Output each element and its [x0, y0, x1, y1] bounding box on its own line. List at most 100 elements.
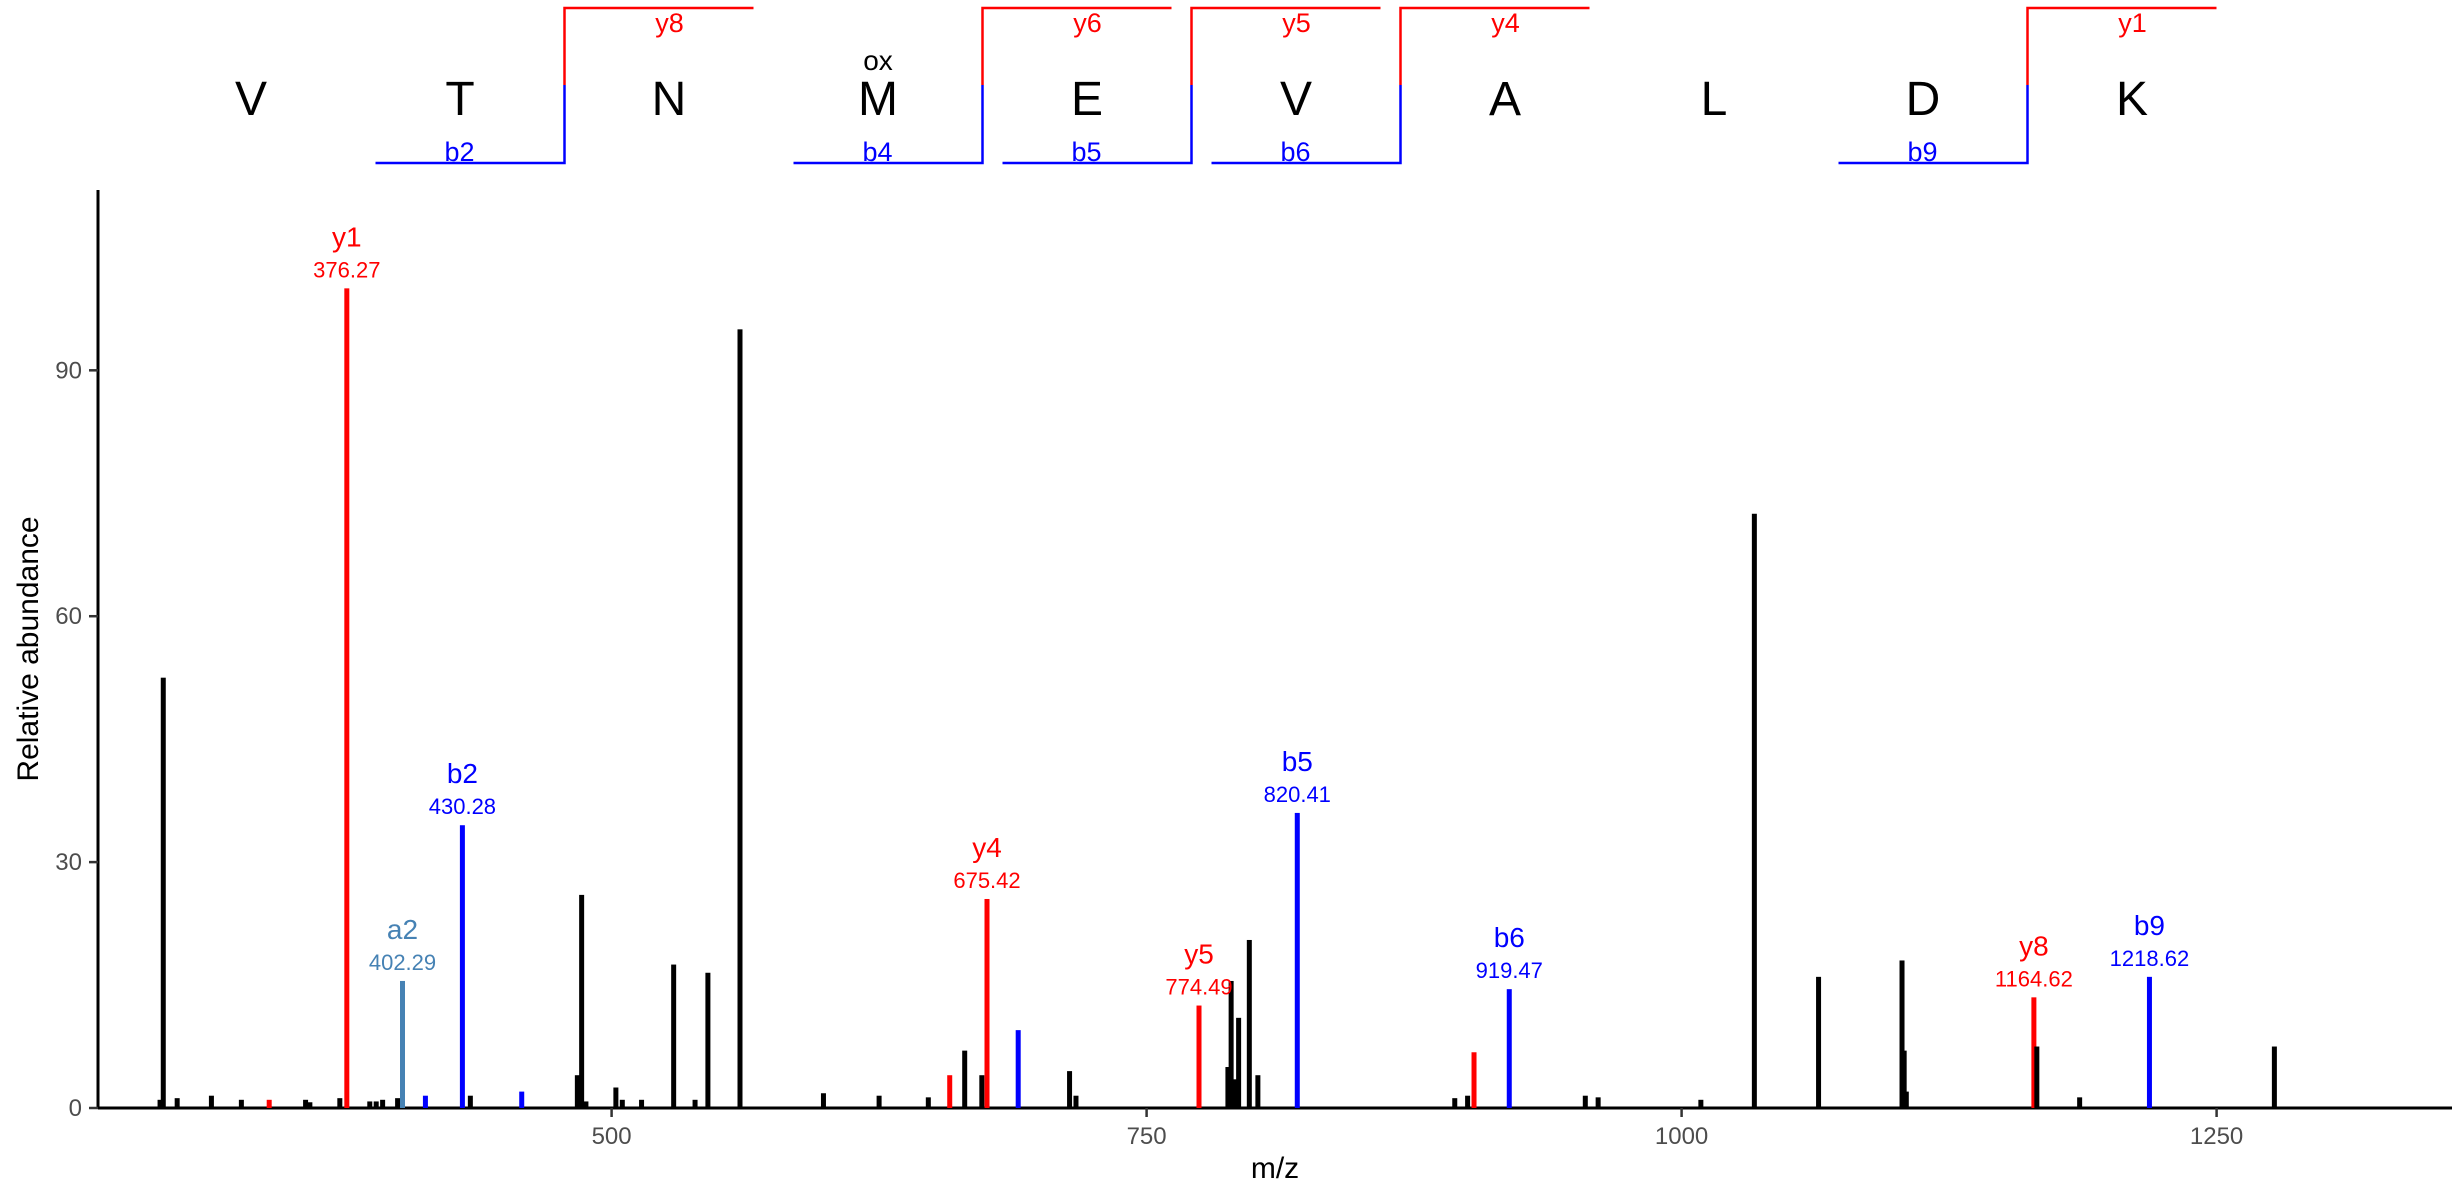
- peak: [422, 1095, 428, 1108]
- peak-mz-label: 402.29: [369, 950, 436, 975]
- b-fragment-bracket: [1211, 85, 1402, 165]
- peak: [1228, 980, 1234, 1108]
- y-fragment-bracket: [981, 6, 1172, 85]
- peak: [1225, 1067, 1231, 1108]
- y-fragment-label: y5: [1282, 8, 1311, 38]
- x-axis-title: m/z: [1251, 1152, 1299, 1185]
- peak-mz-label: 919.47: [1476, 958, 1543, 983]
- peak-mz-label: 774.49: [1165, 975, 1232, 1000]
- peak-mz-label: 675.42: [953, 868, 1020, 893]
- residue: T: [445, 73, 474, 126]
- peak: [337, 1098, 343, 1108]
- peak-mz-label: 430.28: [429, 794, 496, 819]
- b-fragment-label: b9: [1907, 137, 1937, 167]
- peak: [395, 1098, 401, 1108]
- residue: N: [652, 73, 687, 126]
- peak: [266, 1099, 272, 1108]
- y-fragment-label: y4: [1491, 8, 1520, 38]
- y-fragment-label: y8: [655, 8, 684, 38]
- peak: [238, 1099, 244, 1108]
- peak: [1465, 1095, 1471, 1108]
- peak: [619, 1099, 625, 1108]
- y-tick-label: 0: [69, 1095, 82, 1122]
- y-fragment-bracket: [2026, 6, 2217, 85]
- peak: [467, 1095, 473, 1108]
- peak: [1231, 1079, 1237, 1108]
- residue: V: [235, 73, 267, 126]
- peak: [2077, 1097, 2083, 1108]
- peak-ion-label: a2: [387, 914, 418, 945]
- b-fragment-bracket: [793, 85, 984, 165]
- residue: L: [1701, 73, 1728, 126]
- peak: [2034, 1046, 2040, 1108]
- peak-y1: [344, 288, 350, 1108]
- peak: [705, 972, 711, 1108]
- modification-label: ox: [863, 45, 893, 76]
- peak: [1595, 1097, 1601, 1108]
- b-fragment-bracket: [375, 85, 566, 165]
- peak: [1698, 1099, 1704, 1108]
- b-fragment-label: b5: [1071, 137, 1101, 167]
- peak: [692, 1099, 698, 1108]
- b-fragment-label: b4: [862, 137, 892, 167]
- peak-labels: y1 376.27 a2 402.29 b2 430.28 y4 675.42 y5 774.49…: [313, 221, 2189, 999]
- peak: [380, 1099, 386, 1108]
- peak: [303, 1099, 309, 1108]
- peak: [820, 1093, 826, 1108]
- peak-mz-label: 376.27: [313, 257, 380, 282]
- x-tick-label: 1000: [1655, 1123, 1708, 1150]
- residue: D: [1906, 73, 1941, 126]
- peak-b6: [1506, 989, 1512, 1108]
- y-fragment-bracket: [563, 6, 754, 85]
- peak: [947, 1075, 953, 1108]
- x-tick-label: 1250: [2190, 1123, 2243, 1150]
- peak: [979, 1075, 985, 1108]
- peak: [579, 894, 585, 1108]
- peak: [1015, 1030, 1021, 1108]
- peak-mz-label: 820.41: [1264, 782, 1331, 807]
- b-fragment-label: b6: [1280, 137, 1310, 167]
- peak: [1751, 513, 1757, 1108]
- peak: [2271, 1046, 2277, 1108]
- residue: V: [1280, 73, 1312, 126]
- peak: [160, 677, 166, 1108]
- y-axis-title: Relative abundance: [12, 516, 45, 781]
- peak-ion-label: y1: [332, 221, 362, 252]
- peak: [962, 1050, 968, 1108]
- peak: [1903, 1091, 1909, 1108]
- peak: [1073, 1095, 1079, 1108]
- peak: [208, 1095, 214, 1108]
- peak-ion-label: b2: [447, 758, 478, 789]
- peak-ion-label: y8: [2019, 930, 2049, 961]
- peak: [876, 1095, 882, 1108]
- peak: [1471, 1052, 1477, 1108]
- peak: [1452, 1098, 1458, 1108]
- peak-y8: [2031, 997, 2037, 1108]
- peak-ion-label: y4: [972, 832, 1002, 863]
- peak-b5: [1294, 812, 1300, 1108]
- peak: [157, 1099, 163, 1108]
- peak: [737, 329, 743, 1108]
- y-tick-label: 30: [55, 849, 82, 876]
- peak: [1236, 1017, 1242, 1108]
- peaks: [157, 288, 2277, 1108]
- peak-ion-label: b5: [1282, 746, 1313, 777]
- peak: [1816, 976, 1822, 1108]
- peak-y5: [1196, 1005, 1202, 1108]
- b-fragment-bracket: [1002, 85, 1193, 165]
- peak: [925, 1097, 931, 1108]
- peak-ion-label: y5: [1184, 939, 1214, 970]
- y-tick-label: 90: [55, 357, 82, 384]
- y-fragment-bracket: [1399, 6, 1590, 85]
- peak-ion-label: b6: [1494, 922, 1525, 953]
- x-tick-label: 500: [592, 1123, 632, 1150]
- peak-mz-label: 1218.62: [2110, 946, 2190, 971]
- peak: [367, 1101, 373, 1108]
- peak-b2: [459, 825, 465, 1108]
- peak: [574, 1075, 580, 1108]
- peak: [174, 1098, 180, 1108]
- peak-b9: [2146, 976, 2152, 1108]
- residue: K: [2116, 73, 2148, 126]
- peak: [307, 1102, 313, 1108]
